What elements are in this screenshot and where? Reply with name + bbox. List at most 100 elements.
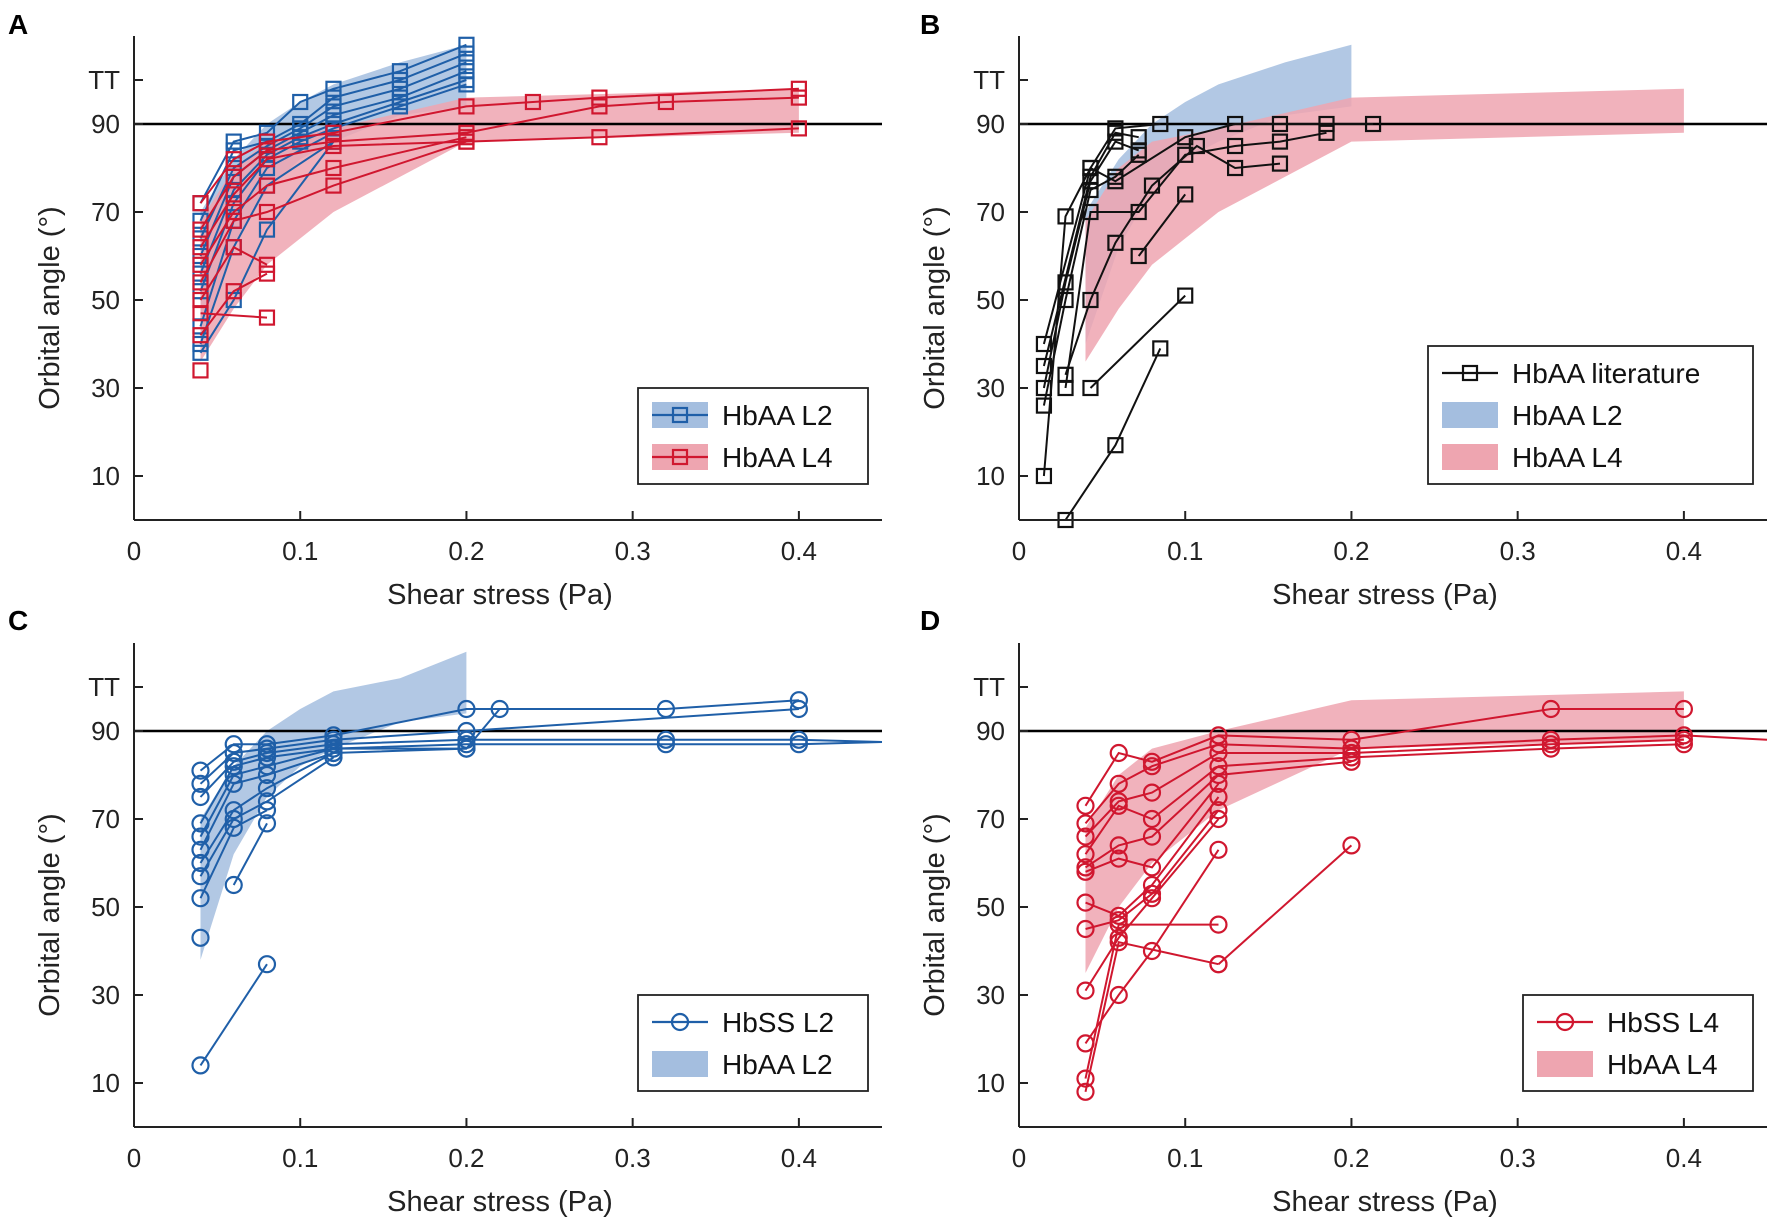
data-point-square bbox=[790, 80, 807, 97]
series-line bbox=[1217, 844, 1353, 965]
y-tick-label: 70 bbox=[976, 197, 1005, 227]
data-point-square bbox=[258, 265, 276, 282]
data-point-circle bbox=[1209, 765, 1228, 785]
data-point-square bbox=[192, 274, 209, 291]
panel-a: A 0 0.1 0.2 0.3 0.4 10 30 50 70 90 TT Shear stress (… bbox=[8, 9, 882, 611]
data-point-square bbox=[258, 221, 276, 238]
data-point-circle bbox=[789, 730, 808, 749]
data-point-circle bbox=[191, 867, 210, 886]
data-point-square bbox=[1107, 173, 1124, 190]
legend-marker-circle bbox=[1555, 1012, 1575, 1032]
data-point-square bbox=[458, 36, 475, 53]
series-line bbox=[1084, 760, 1352, 869]
data-point-circle bbox=[257, 814, 277, 833]
data-point-square bbox=[258, 133, 276, 150]
data-point-square bbox=[1107, 234, 1124, 251]
x-tick-label: 0.3 bbox=[615, 1143, 651, 1173]
data-point-square bbox=[1226, 115, 1244, 133]
data-point-circle bbox=[1109, 836, 1128, 855]
series-line bbox=[1064, 131, 1327, 389]
data-point-square bbox=[524, 93, 542, 111]
x-tick-label: 0.2 bbox=[1333, 536, 1369, 566]
data-point-circle bbox=[457, 735, 476, 754]
data-point-square bbox=[225, 151, 242, 168]
data-point-circle bbox=[257, 955, 277, 974]
data-point-circle bbox=[224, 818, 243, 837]
series-line bbox=[1042, 123, 1374, 477]
data-point-circle bbox=[191, 1056, 210, 1075]
series-line bbox=[1137, 193, 1186, 257]
series-line bbox=[199, 136, 467, 266]
series-line bbox=[1085, 796, 1220, 917]
data-point-circle bbox=[789, 699, 808, 719]
data-point-square bbox=[1057, 366, 1074, 383]
x-tick-label: 0.1 bbox=[282, 1143, 318, 1173]
data-point-circle bbox=[257, 765, 277, 785]
y-tick-label: TT bbox=[973, 65, 1005, 95]
data-point-square bbox=[391, 71, 409, 89]
series-line bbox=[199, 52, 467, 222]
data-point-square bbox=[458, 45, 475, 62]
data-point-square bbox=[1152, 340, 1169, 357]
data-point-square bbox=[225, 239, 242, 256]
data-point-circle bbox=[1209, 955, 1228, 974]
y-tick-label: 30 bbox=[91, 980, 120, 1010]
data-point-circle bbox=[1209, 774, 1228, 793]
data-point-circle bbox=[1142, 757, 1162, 776]
y-tick-label: 10 bbox=[91, 1068, 120, 1098]
data-point-square bbox=[258, 309, 276, 326]
data-point-circle bbox=[191, 928, 210, 947]
data-point-square bbox=[1271, 115, 1289, 133]
data-point-square bbox=[192, 344, 209, 361]
data-point-square bbox=[1057, 208, 1074, 225]
data-point-circle bbox=[224, 875, 243, 895]
legend-label: HbAA literature bbox=[1512, 358, 1700, 389]
data-point-square bbox=[258, 177, 276, 194]
data-point-circle bbox=[1142, 884, 1162, 903]
data-point-circle bbox=[1209, 801, 1228, 820]
series-line bbox=[199, 96, 799, 231]
data-point-circle bbox=[1142, 858, 1162, 877]
data-point-circle bbox=[656, 735, 676, 754]
series-line bbox=[199, 809, 268, 899]
y-tick-label: 30 bbox=[976, 373, 1005, 403]
data-point-square bbox=[325, 89, 342, 106]
x-tick-label: 0.1 bbox=[282, 536, 318, 566]
legend-swatch bbox=[1442, 402, 1498, 428]
y-tick-label: 90 bbox=[976, 716, 1005, 746]
data-point-square bbox=[325, 137, 342, 155]
x-axis-label: Shear stress (Pa) bbox=[387, 579, 613, 611]
series-line bbox=[199, 756, 335, 877]
data-point-circle bbox=[1541, 739, 1561, 758]
data-point-circle bbox=[191, 761, 210, 780]
x-tick-label: 0.2 bbox=[448, 536, 484, 566]
data-point-circle bbox=[1674, 730, 1693, 749]
data-point-square bbox=[458, 54, 475, 71]
data-point-square bbox=[591, 89, 608, 106]
data-point-square bbox=[258, 203, 276, 221]
data-point-circle bbox=[1076, 1069, 1095, 1088]
data-point-square bbox=[591, 98, 608, 115]
data-point-square bbox=[225, 283, 242, 300]
data-point-circle bbox=[789, 735, 808, 754]
data-point-circle bbox=[191, 774, 210, 793]
data-point-square bbox=[1152, 115, 1169, 133]
data-point-circle bbox=[1076, 796, 1095, 815]
y-tick-label: 30 bbox=[976, 980, 1005, 1010]
y-tick-label: 70 bbox=[91, 197, 120, 227]
data-point-square bbox=[591, 129, 608, 146]
x-tick-label: 0.2 bbox=[1333, 1143, 1369, 1173]
data-point-circle bbox=[224, 774, 243, 793]
x-tick-label: 0.3 bbox=[615, 536, 651, 566]
data-point-square bbox=[192, 239, 209, 256]
legend-label: HbAA L4 bbox=[722, 442, 833, 473]
series-line bbox=[199, 245, 268, 301]
data-point-circle bbox=[1209, 915, 1228, 934]
data-point-circle bbox=[1109, 985, 1128, 1005]
data-point-circle bbox=[1076, 858, 1095, 877]
data-point-circle bbox=[257, 792, 277, 811]
data-point-square bbox=[192, 305, 209, 322]
data-point-square bbox=[458, 133, 475, 150]
legend-marker-square bbox=[1461, 364, 1479, 382]
